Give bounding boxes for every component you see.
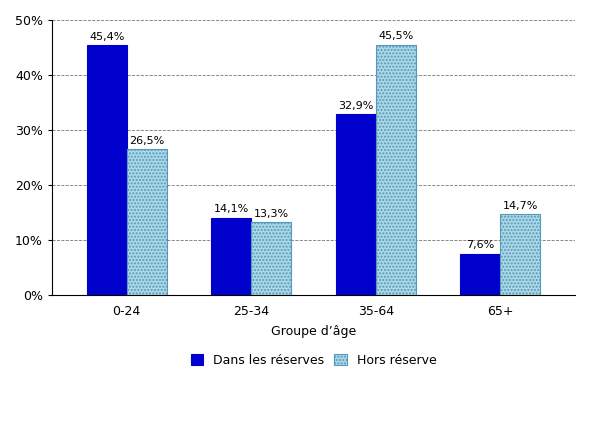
Bar [376, 45, 415, 296]
Bar [336, 114, 376, 296]
Text: 45,4%: 45,4% [89, 32, 124, 42]
Text: 7,6%: 7,6% [466, 240, 494, 250]
Text: 26,5%: 26,5% [129, 136, 164, 146]
Text: 32,9%: 32,9% [338, 101, 373, 111]
Bar [87, 45, 127, 296]
Text: 13,3%: 13,3% [254, 209, 289, 219]
Legend: Dans les réserves, Hors réserve: Dans les réserves, Hors réserve [186, 349, 441, 372]
Bar [211, 218, 251, 296]
Bar [460, 254, 500, 296]
Bar [251, 222, 291, 296]
Bar [500, 214, 540, 296]
Bar [127, 149, 166, 296]
X-axis label: Groupe d’âge: Groupe d’âge [271, 325, 356, 338]
Text: 45,5%: 45,5% [378, 31, 414, 42]
Text: 14,7%: 14,7% [503, 201, 538, 211]
Text: 14,1%: 14,1% [214, 205, 249, 214]
